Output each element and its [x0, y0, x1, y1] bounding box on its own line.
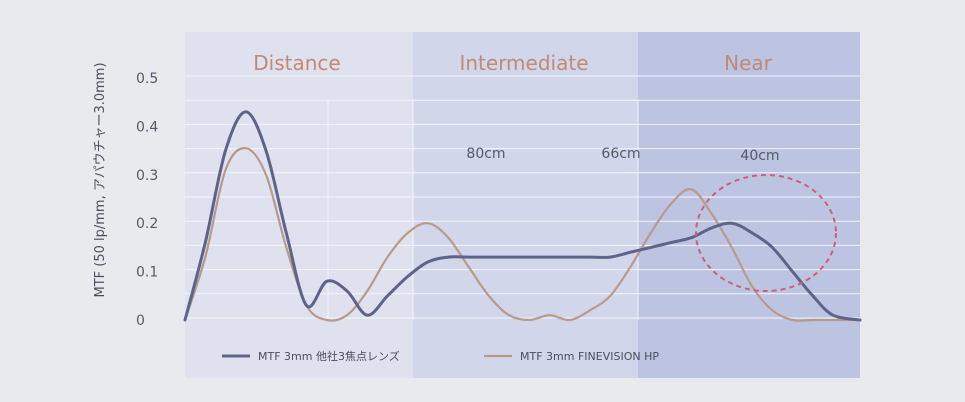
y-tick-0.5: 0.5	[136, 71, 158, 87]
y-axis-label: MTF (50 lp/mm, アパウチャー3.0mm)	[93, 62, 108, 297]
y-tick-0.2: 0.2	[136, 216, 158, 232]
zone-label-near: Near	[724, 51, 773, 75]
distance-marker-66cm: 66cm	[601, 146, 640, 162]
legend-label-1: MTF 3mm 他社3焦点レンズ	[258, 349, 400, 363]
zone-backgrounds	[185, 32, 860, 378]
zone-labels: Distance Intermediate Near	[253, 51, 772, 75]
zone-bg-distance	[185, 32, 413, 378]
series-lines	[183, 110, 862, 322]
distance-markers: 80cm 66cm 40cm	[466, 146, 779, 164]
legend: MTF 3mm 他社3焦点レンズ MTF 3mm FINEVISION HP	[222, 349, 659, 363]
series-line-2	[183, 147, 862, 322]
y-tick-0.4: 0.4	[136, 119, 158, 135]
y-tick-labels: 0 0.1 0.2 0.3 0.4 0.5	[136, 71, 158, 329]
zone-label-intermediate: Intermediate	[459, 51, 588, 75]
legend-label-2: MTF 3mm FINEVISION HP	[520, 350, 659, 363]
distance-marker-80cm: 80cm	[466, 146, 505, 162]
near-highlight-circle	[695, 174, 837, 292]
y-tick-0: 0	[136, 313, 145, 329]
grid-lines	[185, 75, 860, 320]
y-tick-0.1: 0.1	[136, 265, 158, 281]
zone-bg-intermediate	[413, 32, 638, 378]
distance-marker-40cm: 40cm	[740, 148, 779, 164]
series-line-1	[183, 110, 862, 322]
y-tick-0.3: 0.3	[136, 168, 158, 184]
zone-label-distance: Distance	[253, 51, 340, 75]
